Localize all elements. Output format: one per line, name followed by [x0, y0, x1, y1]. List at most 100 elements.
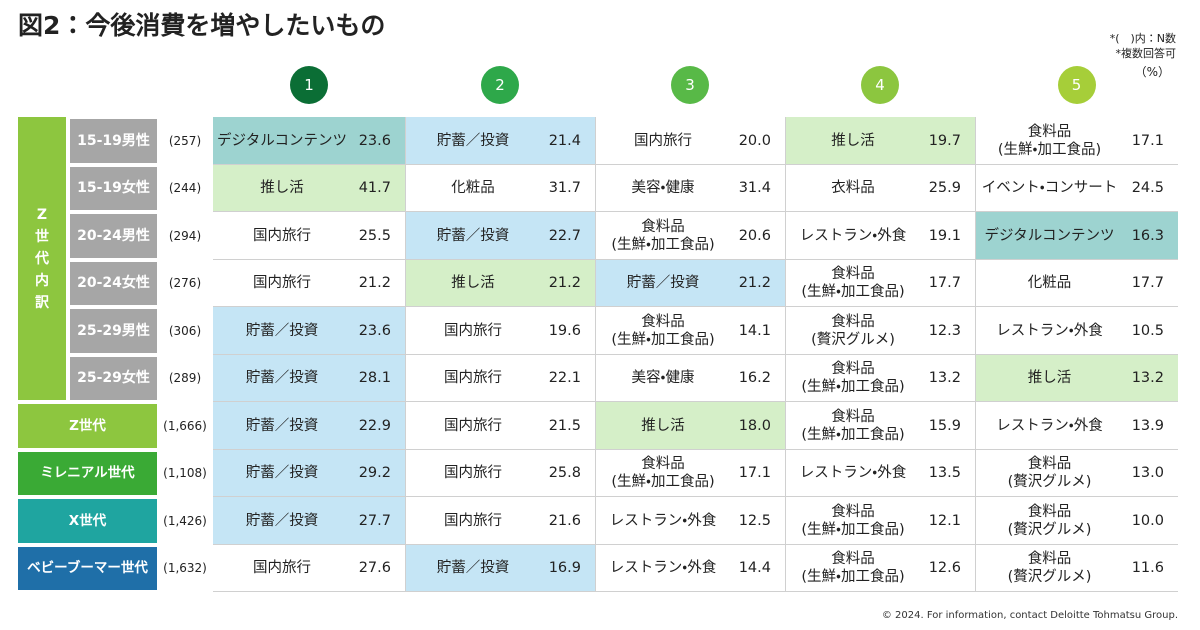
cell-item: 美容・健康	[631, 370, 695, 387]
cell-value: 21.2	[548, 275, 581, 292]
cell-value: 31.4	[738, 180, 771, 197]
cell	[405, 402, 595, 450]
cell-value: 22.1	[548, 370, 581, 387]
cell	[595, 402, 785, 450]
cell-item: 国内旅行	[444, 370, 502, 387]
cell-item: 食料品 (生鮮・加工食品)	[801, 551, 905, 586]
cell-item: 貯蓄／投資	[245, 370, 319, 387]
cell-item: 貯蓄／投資	[436, 560, 510, 577]
cell-value: 25.8	[548, 465, 581, 482]
cell	[975, 307, 1178, 355]
cell	[975, 544, 1178, 592]
cell	[595, 497, 785, 545]
cell	[213, 544, 405, 592]
cell-value: 14.4	[738, 560, 771, 577]
cell-value: 25.9	[928, 180, 961, 197]
rank-badge: 4	[861, 66, 899, 104]
cell	[785, 544, 975, 592]
cell-value: 17.1	[1131, 132, 1164, 149]
cell-item: 国内旅行	[253, 227, 311, 244]
cell-value: 11.6	[1131, 560, 1164, 577]
cell-item: 食料品 (贅沢グルメ)	[1007, 503, 1092, 538]
group-label: Z 世 代 内 訳	[18, 117, 66, 400]
cell-value: 13.5	[928, 465, 961, 482]
cell-value: 22.9	[358, 417, 391, 434]
cell-item: 国内旅行	[444, 512, 502, 529]
cell-item: 国内旅行	[444, 322, 502, 339]
row-label: X世代	[18, 499, 157, 543]
row-n: (1,426)	[163, 513, 207, 528]
cell	[595, 544, 785, 592]
cell	[405, 212, 595, 260]
cell	[785, 259, 975, 307]
cell	[595, 307, 785, 355]
cell-value: 12.5	[738, 512, 771, 529]
row-label: Z世代	[18, 404, 157, 448]
cell-value: 21.6	[548, 512, 581, 529]
note: *複数回答可	[1115, 47, 1177, 60]
rank-badge: 3	[671, 66, 709, 104]
cell	[405, 307, 595, 355]
cell-value: 14.1	[738, 322, 771, 339]
cell-item: 食料品 (生鮮・加工食品)	[801, 266, 905, 301]
cell-value: 13.0	[1131, 465, 1164, 482]
rank-badge: 2	[481, 66, 519, 104]
cell	[785, 449, 975, 497]
unit: （%）	[1134, 65, 1170, 79]
cell-item: 食料品 (贅沢グルメ)	[1007, 456, 1092, 491]
cell-value: 17.7	[1131, 275, 1164, 292]
cell	[405, 544, 595, 592]
cell	[405, 164, 595, 212]
cell	[785, 212, 975, 260]
cell-value: 21.2	[358, 275, 391, 292]
footer: © 2024. For information, contact Deloitt…	[881, 610, 1178, 621]
cell-value: 19.1	[928, 227, 961, 244]
cell	[213, 212, 405, 260]
cell	[213, 497, 405, 545]
cell-value: 21.5	[548, 417, 581, 434]
cell	[975, 497, 1178, 545]
cell-value: 16.9	[548, 560, 581, 577]
cell-item: デジタルコンテンツ	[984, 227, 1115, 244]
cell	[213, 164, 405, 212]
cell-item: 推し活	[641, 417, 685, 434]
row-label: ベビーブーマー世代	[18, 546, 157, 590]
cell-item: 美容・健康	[631, 180, 695, 197]
cell-item: 食料品 (生鮮・加工食品)	[801, 503, 905, 538]
cell-value: 24.5	[1131, 180, 1164, 197]
row-label: 15-19女性	[70, 166, 157, 210]
cell	[595, 117, 785, 165]
row-label: 25-29女性	[70, 356, 157, 400]
cell	[595, 354, 785, 402]
cell-item: 化粧品	[451, 180, 495, 197]
cell-item: 推し活	[451, 275, 495, 292]
rank-badge: 5	[1057, 66, 1096, 104]
cell-item: レストラン・外食	[799, 227, 907, 244]
cell-value: 18.0	[738, 417, 771, 434]
cell-item: 推し活	[1027, 370, 1072, 387]
cell	[405, 354, 595, 402]
note: *( )内：N数	[1109, 32, 1176, 45]
cell	[785, 402, 975, 450]
cell	[975, 164, 1178, 212]
cell	[213, 402, 405, 450]
cell-item: 食料品 (生鮮・加工食品)	[801, 361, 905, 396]
cell-value: 20.0	[738, 132, 771, 149]
cell	[213, 449, 405, 497]
cell	[595, 449, 785, 497]
cell	[405, 259, 595, 307]
cell-value: 12.1	[928, 512, 961, 529]
cell	[975, 354, 1178, 402]
cell-value: 17.7	[928, 275, 961, 292]
cell-item: 貯蓄／投資	[245, 322, 319, 339]
cell-item: 食料品 (生鮮・加工食品)	[611, 218, 715, 253]
cell-value: 12.6	[928, 560, 961, 577]
cell-value: 13.2	[928, 370, 961, 387]
cell	[595, 164, 785, 212]
row-n: (257)	[168, 133, 202, 148]
cell-item: 国内旅行	[444, 465, 502, 482]
cell-value: 41.7	[358, 180, 391, 197]
cell-item: 食料品 (贅沢グルメ)	[811, 313, 895, 348]
cell-item: 貯蓄／投資	[245, 465, 319, 482]
cell	[785, 117, 975, 165]
